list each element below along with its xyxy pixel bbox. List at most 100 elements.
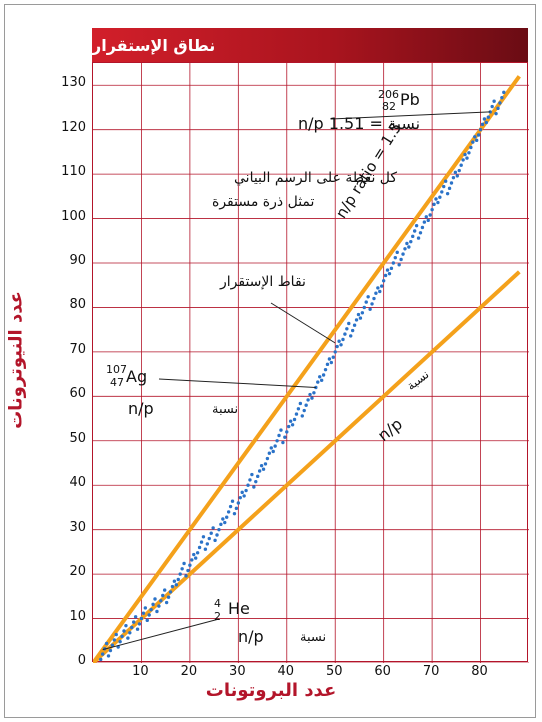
he-mass-number: 4 bbox=[214, 597, 221, 610]
stable-nucleus-point bbox=[411, 234, 415, 239]
stable-nucleus-point bbox=[451, 175, 456, 180]
stable-nucleus-point bbox=[230, 499, 235, 503]
stable-nucleus-point bbox=[443, 179, 448, 183]
stable-nucleus-point bbox=[385, 268, 390, 272]
stable-nucleus-point bbox=[362, 305, 366, 310]
stable-nucleus-point bbox=[370, 302, 374, 306]
pb-atomic-number: 82 bbox=[382, 100, 396, 113]
stable-nucleus-point bbox=[234, 506, 239, 511]
leader-line-2 bbox=[158, 378, 316, 388]
stable-nucleus-point bbox=[281, 440, 285, 445]
stable-nucleus-point bbox=[312, 391, 316, 395]
y-tick-label: 50 bbox=[69, 430, 86, 446]
stable-nucleus-point bbox=[149, 607, 153, 612]
stable-nucleus-point bbox=[438, 195, 442, 199]
y-tick-label: 130 bbox=[61, 75, 86, 91]
stable-nucleus-point bbox=[494, 111, 498, 116]
stable-nucleus-point bbox=[376, 286, 380, 290]
stable-nucleus-point bbox=[162, 588, 167, 592]
stable-nucleus-point bbox=[143, 606, 148, 610]
stable-nucleus-point bbox=[412, 229, 417, 233]
stable-nucleus-point bbox=[341, 337, 345, 342]
ag-ratio: n/p bbox=[128, 399, 154, 418]
stable-nucleus-point bbox=[203, 547, 208, 551]
stable-nucleus-point bbox=[213, 538, 217, 543]
y-tick-label: 120 bbox=[61, 119, 86, 135]
stable-nucleus-point bbox=[368, 307, 372, 311]
stable-nucleus-point bbox=[215, 533, 219, 537]
stable-nucleus-point bbox=[172, 579, 177, 583]
stable-nucleus-point bbox=[397, 263, 401, 267]
stable-nucleus-point bbox=[168, 590, 173, 594]
stable-nucleus-point bbox=[114, 632, 118, 637]
ag-symbol: Ag bbox=[126, 367, 148, 386]
stable-nucleus-point bbox=[250, 472, 254, 477]
stable-nucleus-point bbox=[350, 328, 355, 333]
stable-nucleus-point bbox=[153, 597, 157, 601]
stable-nucleus-point bbox=[345, 327, 349, 331]
stable-nucleus-point bbox=[223, 520, 227, 525]
stable-nucleus-point bbox=[325, 362, 330, 367]
stable-nucleus-point bbox=[366, 295, 370, 299]
stable-nucleus-point bbox=[240, 490, 244, 495]
stable-nucleus-point bbox=[442, 184, 446, 189]
stable-nucleus-point bbox=[248, 478, 252, 482]
stable-nucleus-point bbox=[261, 467, 266, 471]
stable-nucleus-point bbox=[457, 168, 461, 173]
stable-nucleus-point bbox=[403, 247, 407, 251]
stable-nucleus-point bbox=[426, 218, 430, 223]
stable-nucleus-point bbox=[469, 145, 473, 150]
x-tick-label: 50 bbox=[325, 664, 343, 679]
y-tick-label: 80 bbox=[69, 297, 86, 313]
stable-nucleus-point bbox=[170, 584, 175, 589]
stable-nucleus-point bbox=[474, 138, 479, 143]
stable-nucleus-point bbox=[391, 261, 396, 265]
ag-ratio-word: نسبة bbox=[212, 402, 239, 417]
stable-nucleus-point bbox=[118, 639, 122, 644]
stable-nucleus-point bbox=[190, 558, 194, 562]
stable-nucleus-point bbox=[440, 190, 444, 194]
stable-nucleus-point bbox=[155, 609, 159, 614]
stable-nucleus-point bbox=[298, 401, 303, 406]
x-tick-label: 80 bbox=[471, 664, 488, 679]
stable-nucleus-point bbox=[254, 479, 258, 484]
stable-nucleus-point bbox=[496, 106, 500, 111]
stable-nucleus-point bbox=[161, 593, 165, 598]
ag-atomic-number: 47 bbox=[110, 376, 124, 389]
stable-nucleus-point bbox=[256, 474, 260, 479]
stable-nucleus-point bbox=[124, 623, 128, 628]
stable-nucleus-point bbox=[482, 117, 487, 121]
stable-nucleus-point bbox=[135, 627, 140, 631]
stable-nucleus-point bbox=[205, 542, 210, 546]
stable-nucleus-point bbox=[463, 152, 467, 157]
stable-nucleus-point bbox=[104, 641, 109, 646]
stable-nucleus-point bbox=[133, 615, 138, 619]
stable-nucleus-point bbox=[399, 257, 403, 262]
stable-nucleus-point bbox=[354, 318, 359, 322]
stable-nucleus-point bbox=[209, 531, 213, 535]
stable-nucleus-point bbox=[147, 613, 151, 617]
stable-nucleus-point bbox=[473, 135, 477, 139]
stable-nucleus-point bbox=[174, 583, 179, 587]
x-tick-label: 70 bbox=[422, 664, 440, 679]
stable-nucleus-point bbox=[480, 122, 485, 127]
stable-nucleus-point bbox=[166, 595, 171, 599]
stable-nucleus-point bbox=[364, 300, 368, 304]
stable-nucleus-point bbox=[372, 296, 376, 301]
stable-nucleus-point bbox=[271, 449, 275, 454]
stable-nucleus-point bbox=[459, 163, 463, 167]
pb-ratio: n/p نسبة = 1.51 bbox=[298, 114, 420, 133]
stable-nucleus-point bbox=[331, 355, 335, 359]
stable-nucleus-point bbox=[490, 104, 494, 109]
stable-nucleus-point bbox=[500, 95, 504, 100]
stable-nucleus-point bbox=[201, 535, 206, 539]
stable-nucleus-point bbox=[476, 133, 481, 137]
stable-nucleus-point bbox=[360, 311, 365, 315]
he-ratio-word: نسبة bbox=[300, 630, 327, 645]
stable-nucleus-point bbox=[453, 170, 458, 175]
x-tick-label: 10 bbox=[132, 664, 149, 679]
stable-nucleus-point bbox=[178, 572, 182, 576]
stable-nucleus-point bbox=[358, 316, 363, 320]
stable-nucleus-point bbox=[110, 643, 115, 647]
stable-nucleus-point bbox=[219, 522, 223, 527]
